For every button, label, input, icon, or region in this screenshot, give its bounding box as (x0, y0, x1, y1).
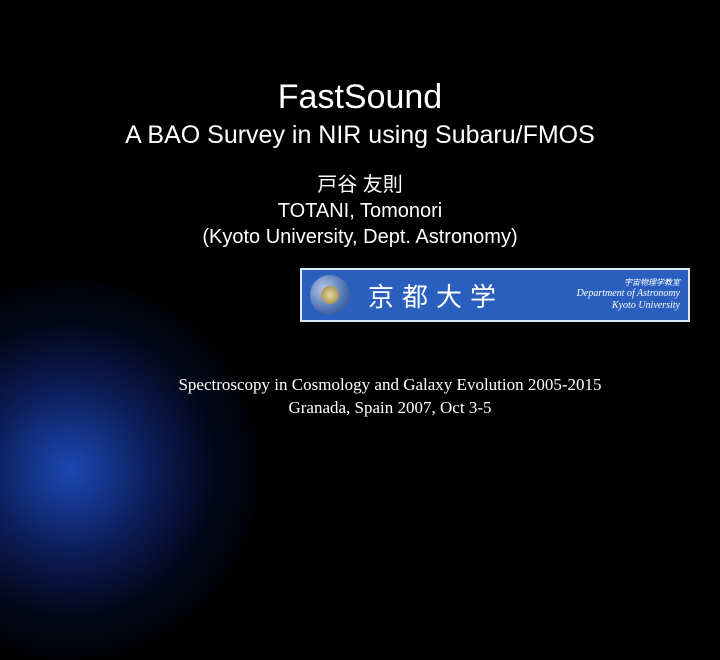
author-affiliation: (Kyoto University, Dept. Astronomy) (0, 224, 720, 250)
conference-info: Spectroscopy in Cosmology and Galaxy Evo… (0, 374, 720, 420)
author-block: 戸谷 友則 TOTANI, Tomonori (Kyoto University… (0, 172, 720, 250)
banner-dept-en: Department of Astronomy (577, 288, 680, 301)
slide-content: FastSound A BAO Survey in NIR using Suba… (0, 0, 720, 420)
university-banner: 京都大学 宇宙物理学教室 Department of Astronomy Kyo… (300, 268, 690, 322)
banner-university-jp: 京都大学 (368, 277, 504, 314)
banner-dept: 宇宙物理学教室 Department of Astronomy Kyoto Un… (577, 278, 680, 313)
author-name-jp: 戸谷 友則 (0, 172, 720, 198)
subtitle: A BAO Survey in NIR using Subaru/FMOS (0, 121, 720, 150)
conference-title: Spectroscopy in Cosmology and Galaxy Evo… (60, 374, 720, 397)
author-name-en: TOTANI, Tomonori (0, 198, 720, 224)
main-title: FastSound (0, 78, 720, 117)
conference-location: Granada, Spain 2007, Oct 3-5 (60, 397, 720, 420)
university-seal-icon (310, 275, 350, 315)
banner-univ-en: Kyoto University (577, 300, 680, 313)
banner-dept-jp: 宇宙物理学教室 (577, 278, 680, 288)
